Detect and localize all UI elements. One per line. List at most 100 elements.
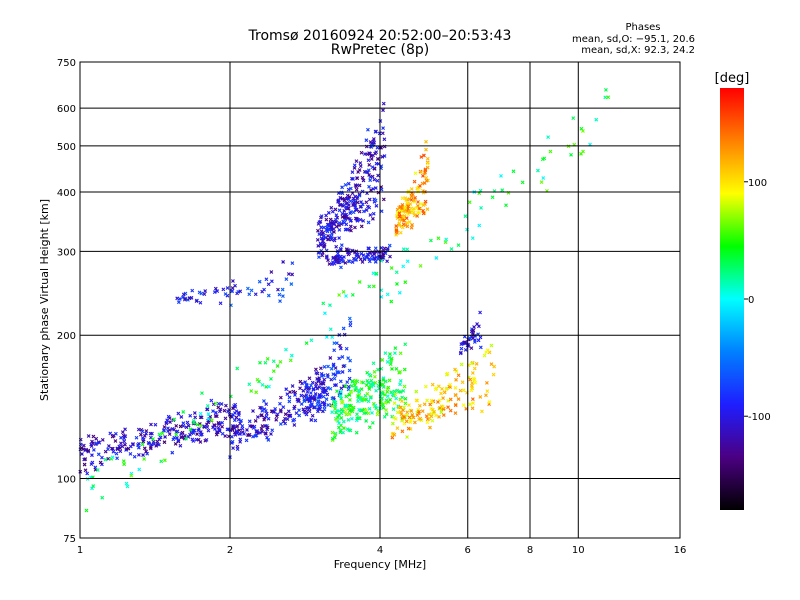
data-point xyxy=(326,233,330,238)
data-point xyxy=(271,369,276,374)
data-point xyxy=(358,164,363,169)
data-point xyxy=(350,416,354,421)
data-point xyxy=(190,288,195,293)
data-point xyxy=(214,432,219,437)
data-point xyxy=(548,149,553,154)
data-point xyxy=(401,264,406,269)
data-point xyxy=(298,386,302,391)
data-point xyxy=(332,230,336,234)
data-point xyxy=(253,292,258,297)
data-point xyxy=(371,153,375,158)
data-point xyxy=(403,206,408,210)
data-point xyxy=(353,257,358,262)
data-point xyxy=(468,402,472,407)
data-point xyxy=(474,362,479,366)
data-point xyxy=(316,378,321,383)
data-point xyxy=(83,448,88,453)
data-point xyxy=(100,495,105,500)
y-tick-label: 200 xyxy=(57,331,76,342)
data-point xyxy=(376,367,380,372)
data-point xyxy=(393,346,398,351)
data-point xyxy=(430,382,435,387)
data-point xyxy=(365,170,370,174)
data-point xyxy=(350,379,355,383)
data-point xyxy=(229,441,234,445)
data-point xyxy=(407,220,412,224)
data-point xyxy=(421,211,426,216)
data-point xyxy=(347,368,352,373)
data-point xyxy=(163,458,167,463)
data-point xyxy=(236,410,241,415)
data-point xyxy=(394,228,399,233)
data-point xyxy=(86,448,91,453)
data-point xyxy=(205,403,210,408)
data-point xyxy=(470,386,475,391)
data-point xyxy=(329,366,334,371)
data-point xyxy=(264,411,269,416)
data-point xyxy=(404,419,409,424)
data-point xyxy=(372,166,377,171)
data-point xyxy=(421,203,426,208)
data-point xyxy=(310,413,315,418)
data-point xyxy=(339,390,343,394)
colorbar-tick-label: 100 xyxy=(748,178,767,189)
data-point xyxy=(192,428,197,433)
data-point xyxy=(349,390,353,394)
data-point xyxy=(357,209,362,214)
data-point xyxy=(367,284,372,289)
data-point xyxy=(106,444,111,448)
data-point xyxy=(511,169,516,174)
data-point xyxy=(440,386,444,391)
data-point xyxy=(339,396,344,401)
data-point xyxy=(324,335,329,339)
data-point xyxy=(205,407,210,412)
data-point xyxy=(398,351,403,356)
data-point xyxy=(142,433,147,438)
data-point xyxy=(160,431,165,436)
data-point xyxy=(364,411,368,415)
data-point xyxy=(176,300,181,305)
data-point xyxy=(380,402,385,407)
data-point xyxy=(425,156,430,161)
data-point xyxy=(84,508,89,513)
data-point xyxy=(269,270,274,274)
data-point xyxy=(332,348,337,353)
data-point xyxy=(113,439,118,443)
data-point xyxy=(469,346,474,351)
data-point xyxy=(122,462,127,467)
data-point xyxy=(438,406,442,410)
data-point xyxy=(91,484,96,488)
data-point xyxy=(198,411,203,416)
data-point xyxy=(398,405,403,410)
data-point xyxy=(373,198,378,203)
data-point xyxy=(382,246,387,251)
data-point xyxy=(471,336,475,341)
data-point xyxy=(315,371,320,376)
data-point xyxy=(489,362,494,366)
data-point xyxy=(310,380,315,385)
data-point xyxy=(347,412,352,417)
data-point xyxy=(245,286,250,291)
data-point xyxy=(394,232,399,237)
data-point xyxy=(424,147,428,152)
data-point xyxy=(405,259,410,264)
data-point xyxy=(387,378,392,383)
data-point xyxy=(321,301,326,306)
data-point xyxy=(322,377,327,382)
data-point xyxy=(388,362,393,367)
data-point xyxy=(401,247,406,252)
data-point xyxy=(106,456,111,461)
data-point xyxy=(381,385,386,389)
data-point xyxy=(192,411,197,415)
data-point xyxy=(162,428,166,433)
data-point xyxy=(194,299,199,303)
data-point xyxy=(164,420,169,425)
data-point xyxy=(370,174,375,179)
data-point xyxy=(303,380,308,385)
data-point xyxy=(188,427,193,432)
data-point xyxy=(124,481,129,486)
data-point xyxy=(139,432,143,437)
data-point xyxy=(336,370,340,374)
data-point xyxy=(332,221,337,226)
data-point xyxy=(80,446,84,450)
